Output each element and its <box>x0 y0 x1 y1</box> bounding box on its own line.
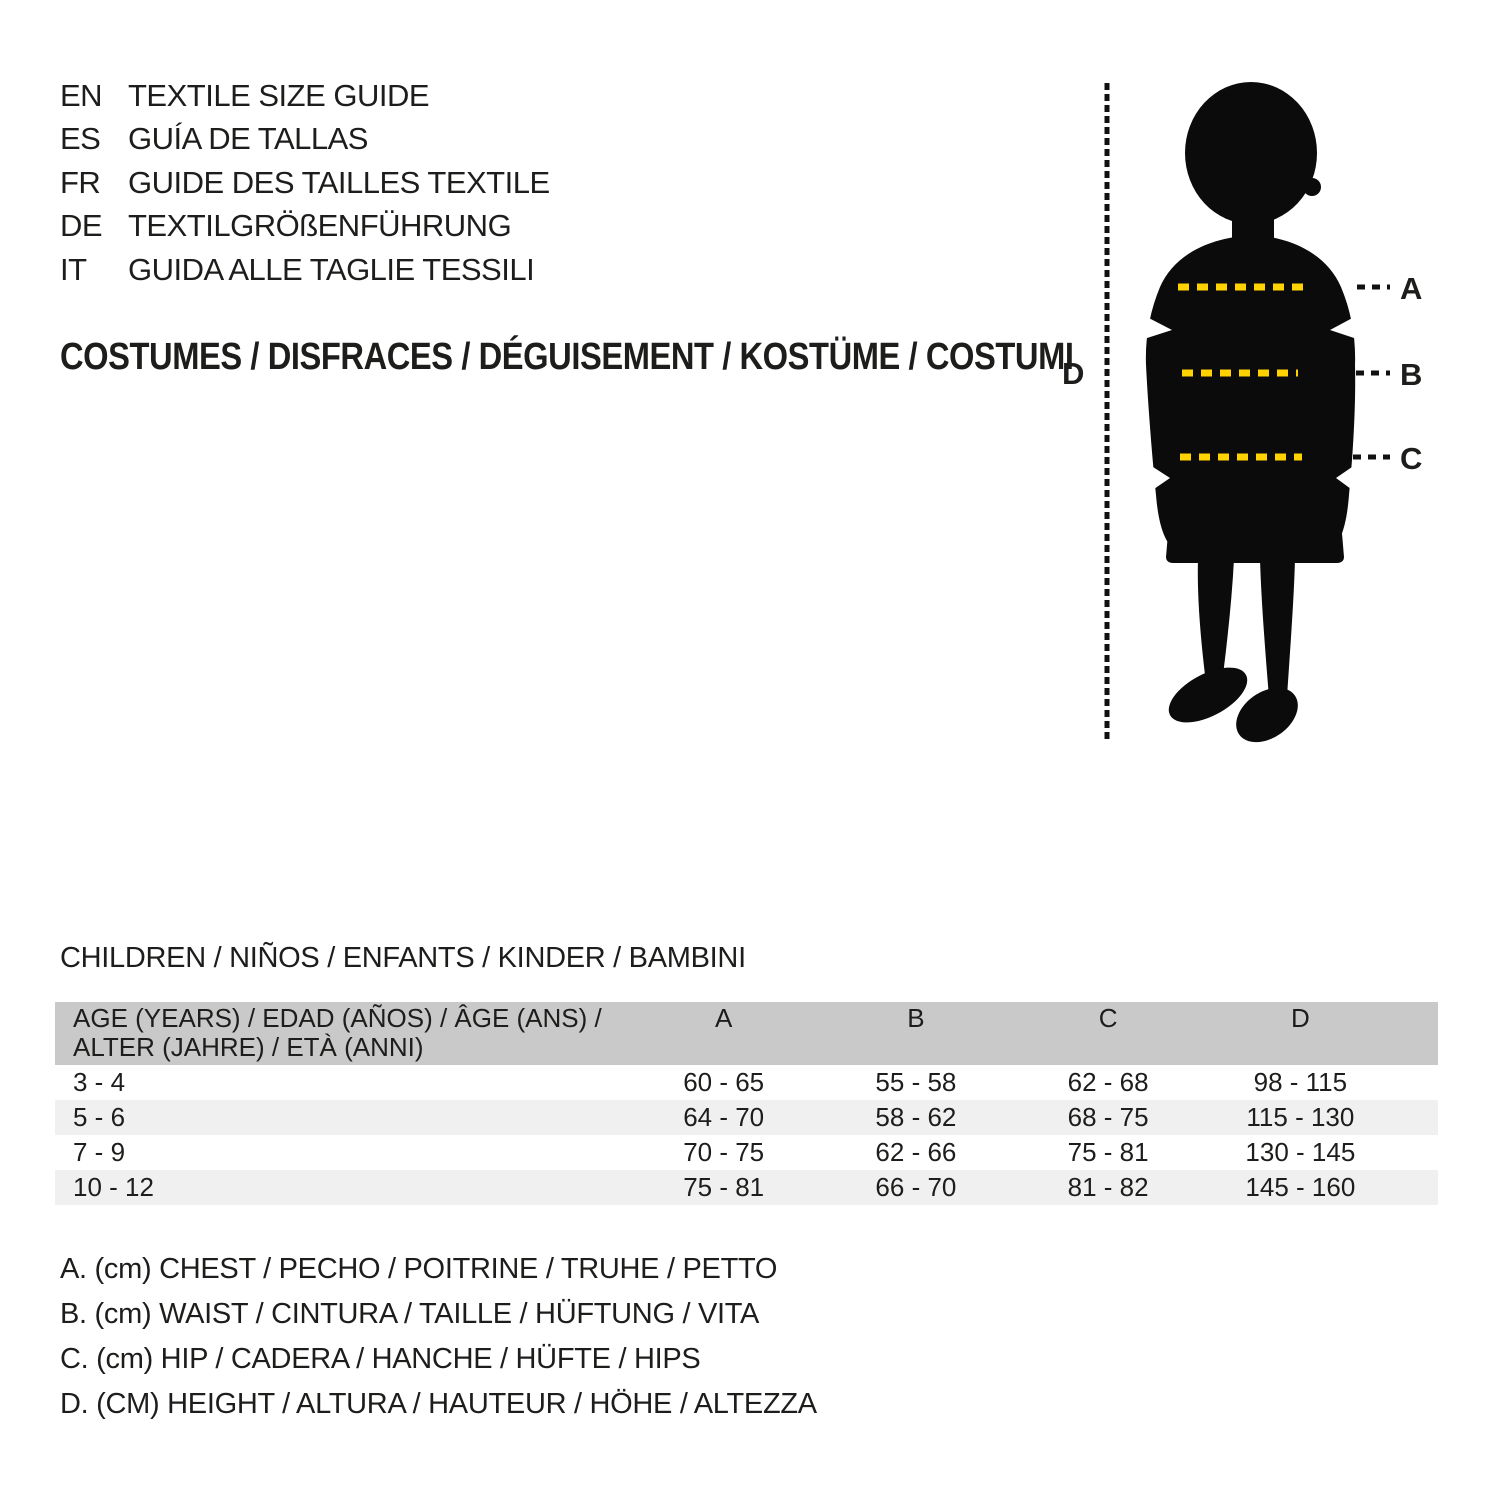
chest-range: 75 - 81 <box>683 1172 765 1202</box>
height-range: 115 - 130 <box>1246 1102 1355 1132</box>
legend-hip: C. (cm) HIP / CADERA / HANCHE / HÜFTE / … <box>60 1343 701 1375</box>
legend-height: D. (CM) HEIGHT / ALTURA / HAUTEUR / HÖHE… <box>60 1388 817 1420</box>
column-header-d: D <box>1290 1003 1310 1033</box>
language-code: IT <box>60 251 87 287</box>
guide-title-it: GUIDA ALLE TAGLIE TESSILI <box>128 251 535 287</box>
guide-title-es: GUÍA DE TALLAS <box>128 121 368 157</box>
language-row-de: DE TEXTILGRÖßENFÜHRUNG <box>60 205 550 249</box>
language-code: FR <box>60 164 101 200</box>
table-row: 10 - 12 75 - 81 66 - 70 81 - 82 145 - 16… <box>55 1170 1438 1205</box>
table-row: 7 - 9 70 - 75 62 - 66 75 - 81 130 - 145 <box>55 1135 1438 1170</box>
chest-range: 70 - 75 <box>683 1137 765 1167</box>
category-title: COSTUMES / DISFRACES / DÉGUISEMENT / KOS… <box>60 336 1074 378</box>
child-silhouette-graphic <box>1104 82 1390 743</box>
silhouette-notches <box>1143 315 1358 489</box>
language-row-en: EN TEXTILE SIZE GUIDE <box>60 74 550 118</box>
chest-label: A <box>1400 271 1423 306</box>
height-range: 130 - 145 <box>1245 1137 1356 1167</box>
hip-range: 81 - 82 <box>1067 1172 1149 1202</box>
chest-range: 60 - 65 <box>683 1067 765 1097</box>
column-header-c: C <box>1098 1003 1118 1033</box>
language-row-fr: FR GUIDE DES TAILLES TEXTILE <box>60 161 550 205</box>
table-row: 5 - 6 64 - 70 58 - 62 68 - 75 115 - 130 <box>55 1100 1438 1135</box>
language-code: DE <box>60 208 103 244</box>
size-table-header: AGE (YEARS) / EDAD (AÑOS) / ÂGE (ANS) / … <box>55 1002 1438 1065</box>
height-label: D <box>1062 356 1085 391</box>
child-silhouette <box>1145 82 1356 743</box>
table-row: 3 - 4 60 - 65 55 - 58 62 - 68 98 - 115 <box>55 1065 1438 1100</box>
size-table: AGE (YEARS) / EDAD (AÑOS) / ÂGE (ANS) / … <box>55 1002 1438 1205</box>
hip-range: 62 - 68 <box>1067 1067 1149 1097</box>
hip-range: 75 - 81 <box>1067 1137 1149 1167</box>
waist-range: 58 - 62 <box>875 1102 957 1132</box>
age-value: 5 - 6 <box>73 1102 126 1132</box>
section-title-children: CHILDREN / NIÑOS / ENFANTS / KINDER / BA… <box>60 942 746 974</box>
hip-range: 68 - 75 <box>1067 1102 1149 1132</box>
legend-chest: A. (cm) CHEST / PECHO / POITRINE / TRUHE… <box>60 1253 778 1285</box>
language-row-es: ES GUÍA DE TALLAS <box>60 118 550 162</box>
language-code: ES <box>60 121 101 157</box>
waist-range: 66 - 70 <box>875 1172 957 1202</box>
age-value: 3 - 4 <box>73 1067 126 1097</box>
height-range: 145 - 160 <box>1245 1172 1356 1202</box>
age-column-header: AGE (YEARS) / EDAD (AÑOS) / ÂGE (ANS) / … <box>55 1004 628 1062</box>
language-title-list: EN TEXTILE SIZE GUIDE ES GUÍA DE TALLAS … <box>60 74 550 292</box>
measurement-figure: A B C D <box>1060 75 1480 765</box>
column-header-a: A <box>714 1003 733 1033</box>
hip-label: C <box>1400 441 1423 476</box>
waist-range: 55 - 58 <box>875 1067 957 1097</box>
guide-title-de: TEXTILGRÖßENFÜHRUNG <box>128 208 512 244</box>
legend-waist: B. (cm) WAIST / CINTURA / TAILLE / HÜFTU… <box>60 1298 760 1330</box>
waist-range: 62 - 66 <box>875 1137 957 1167</box>
column-header-b: B <box>907 1003 925 1033</box>
measurement-legend: A. (cm) CHEST / PECHO / POITRINE / TRUHE… <box>60 1247 817 1427</box>
height-range: 98 - 115 <box>1253 1067 1348 1097</box>
guide-title-en: TEXTILE SIZE GUIDE <box>128 77 430 113</box>
guide-title-fr: GUIDE DES TAILLES TEXTILE <box>128 164 550 200</box>
chest-range: 64 - 70 <box>683 1102 765 1132</box>
age-value: 7 - 9 <box>73 1137 126 1167</box>
age-header-line2: ALTER (JAHRE) / ETÀ (ANNI) <box>73 1032 424 1062</box>
waist-label: B <box>1400 357 1423 392</box>
age-header-line1: AGE (YEARS) / EDAD (AÑOS) / ÂGE (ANS) / <box>73 1003 602 1033</box>
language-code: EN <box>60 77 103 113</box>
age-value: 10 - 12 <box>73 1172 154 1202</box>
language-row-it: IT GUIDA ALLE TAGLIE TESSILI <box>60 248 550 292</box>
